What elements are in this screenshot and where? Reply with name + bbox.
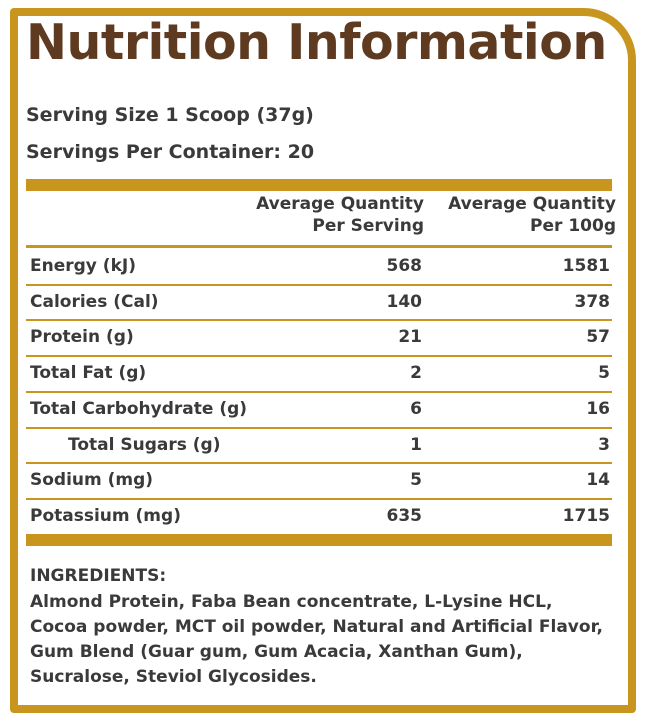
per-serving-value: 5 [410,470,422,490]
per-serving-value: 21 [398,327,422,347]
nutrient-label: Calories (Cal) [30,292,159,312]
nutrient-label: Sodium (mg) [30,470,154,490]
row-divider [26,462,612,464]
per-100g-value: 14 [586,470,610,490]
per-serving-value: 6 [410,399,422,419]
header-per-serving: Average Quantity Per Serving [256,193,424,237]
table-row: Total Fat (g) 2 5 [26,357,612,391]
table-row: Sodium (mg) 5 14 [26,464,612,498]
nutrient-label: Total Fat (g) [30,363,147,383]
row-divider [26,355,612,357]
table-row: Potassium (mg) 635 1715 [26,500,612,534]
nutrient-label: Protein (g) [30,327,134,347]
bottom-divider [26,534,612,546]
per-100g-value: 3 [598,435,610,455]
table-row: Total Sugars (g) 1 3 [26,429,612,463]
header-per-100g: Average Quantity Per 100g [448,193,616,237]
nutrient-label: Energy (kJ) [30,256,136,276]
per-100g-value: 1715 [562,506,610,526]
header-per-serving-line1: Average Quantity [256,194,424,214]
table-row: Total Carbohydrate (g) 6 16 [26,393,612,427]
header-per-100g-line2: Per 100g [530,216,616,236]
top-divider [26,179,612,191]
per-100g-value: 378 [574,292,611,312]
table-row: Calories (Cal) 140 378 [26,286,612,320]
nutrition-title: Nutrition Information [26,14,607,71]
nutrient-label: Total Sugars (g) [68,435,221,455]
servings-per-container: Servings Per Container: 20 [26,141,315,163]
row-divider [26,427,612,429]
row-divider [26,284,612,286]
per-100g-value: 5 [598,363,610,383]
header-divider [26,245,612,248]
per-serving-value: 635 [386,506,423,526]
nutrition-panel [10,8,636,713]
row-divider [26,391,612,393]
per-serving-value: 140 [386,292,423,312]
header-per-serving-line2: Per Serving [312,216,424,236]
table-row: Protein (g) 21 57 [26,321,612,355]
header-per-100g-line1: Average Quantity [448,194,616,214]
per-serving-value: 1 [410,435,422,455]
table-row: Energy (kJ) 568 1581 [26,250,612,284]
nutrient-label: Total Carbohydrate (g) [30,399,248,419]
ingredients-text: Almond Protein, Faba Bean concentrate, L… [30,592,603,687]
row-divider [26,319,612,321]
ingredients-title: INGREDIENTS: [30,566,167,586]
per-100g-value: 1581 [562,256,610,276]
per-serving-value: 568 [386,256,423,276]
per-100g-value: 16 [586,399,610,419]
nutrient-label: Potassium (mg) [30,506,181,526]
row-divider [26,498,612,500]
per-100g-value: 57 [586,327,610,347]
serving-size: Serving Size 1 Scoop (37g) [26,104,314,126]
per-serving-value: 2 [410,363,422,383]
